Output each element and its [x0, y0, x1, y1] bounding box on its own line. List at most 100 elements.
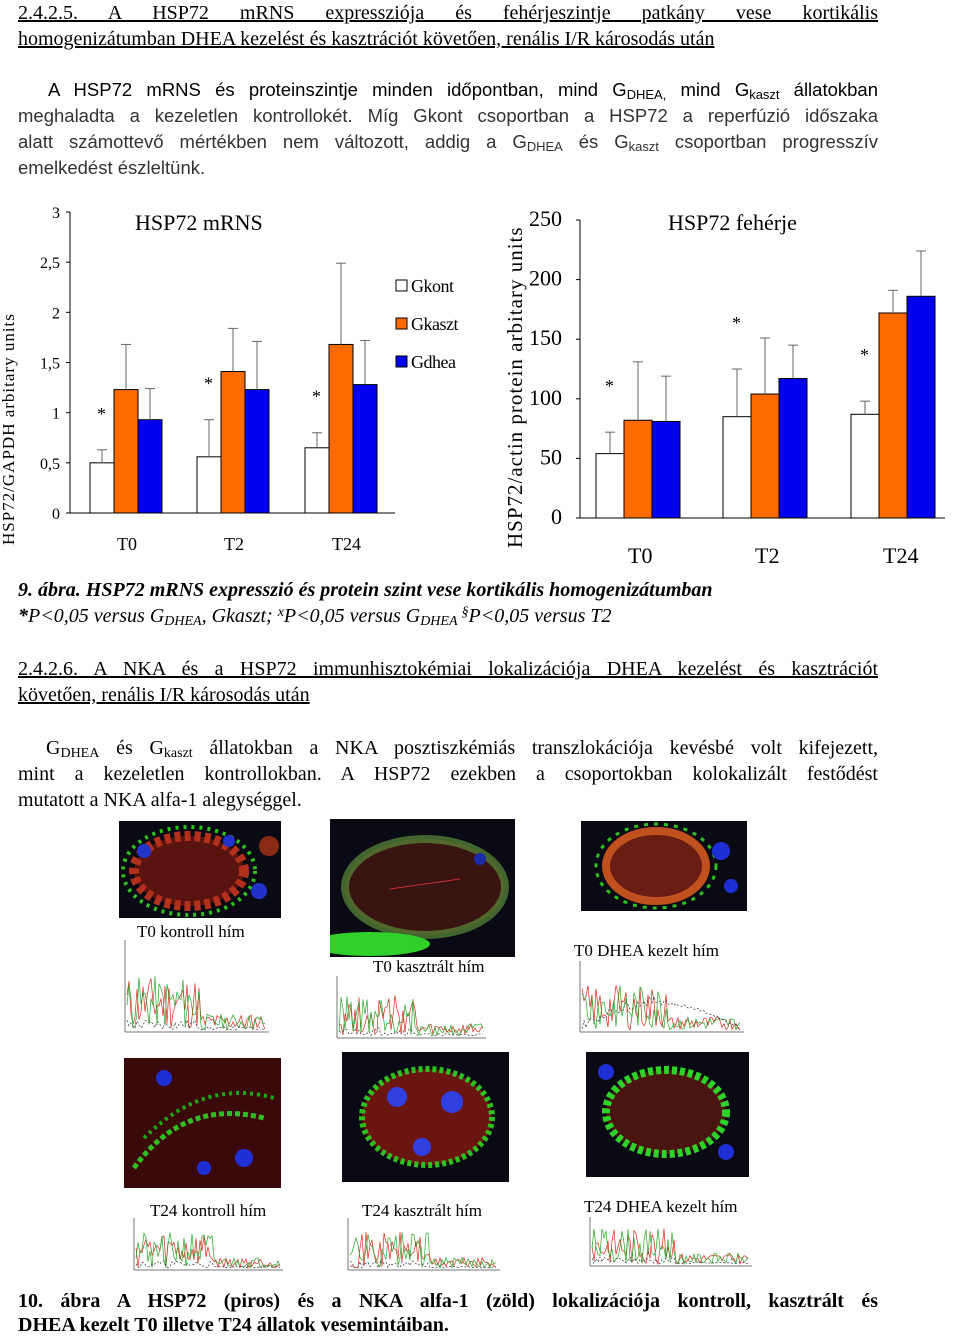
- chart-left-xtick-label: T24: [332, 534, 361, 554]
- chart-legend: Gkont Gkaszt Gdhea: [395, 276, 459, 372]
- intensity-plot-t0-dhea: T0 DHEA kezelt hím: [568, 941, 748, 1050]
- legend-label-gdhea: Gdhea: [411, 352, 456, 372]
- chart-right-ytick-label: 50: [540, 444, 562, 469]
- micrograph-t24-kasztralt-image: [359, 1066, 495, 1168]
- chart-right-bar-gkaszt-t24: [878, 312, 908, 519]
- label-t24-kontroll: T24 kontroll hím: [148, 1201, 269, 1221]
- chart-right-ylabel: HSP72/actin protein arbitary units: [503, 226, 527, 548]
- chart-right-xtick-label: T0: [628, 543, 652, 568]
- figure9-caption: 9. ábra. HSP72 mRNS expresszió és protei…: [18, 579, 713, 601]
- legend-label-gkaszt: Gkaszt: [411, 314, 458, 334]
- chart-left-bar-gkont-t2: [196, 456, 222, 514]
- chart-left-significance-marker: *: [97, 404, 106, 424]
- section-heading-2-4-2-5: 2.4.2.5. A HSP72 mRNS expressziója és fe…: [18, 2, 878, 24]
- chart-right-significance-marker: *: [605, 376, 614, 396]
- chart-left-significance-marker: *: [312, 387, 321, 407]
- label-t24-dhea: T24 DHEA kezelt hím: [582, 1197, 740, 1217]
- intensity-plot-t0-kasztralt: T0 kasztrált hím: [325, 957, 490, 1056]
- chart-left-xtick-label: T2: [224, 534, 244, 554]
- section-heading-2-4-2-6-cont: követően, renális I/R károsodás után: [18, 684, 310, 706]
- micrograph-t0-kontroll-image: [121, 825, 279, 917]
- section2-para-line2: mint a kezeletlen kontrollokban. A HSP72…: [18, 763, 878, 785]
- profile-trace: [338, 995, 484, 1036]
- intensity-plot-t0-kontroll: T0 kontroll hím: [113, 922, 273, 1050]
- label-t0-kontroll: T0 kontroll hím: [135, 922, 247, 942]
- chart-right-bar-gdhea-t0: [651, 420, 681, 519]
- chart-left-ylabel: HSP72/GAPDH arbitary units: [0, 313, 18, 545]
- chart-right-bar-gdhea-t2: [778, 378, 808, 519]
- chart-right-significance-marker: *: [732, 313, 741, 333]
- profile-trace: [126, 978, 266, 1030]
- chart-left-ytick-label: 1,5: [40, 356, 60, 373]
- chart-left-ytick-label: 0,5: [40, 456, 60, 473]
- chart-right-ytick-label: 0: [551, 504, 562, 529]
- profile-trace: [135, 1232, 281, 1269]
- chart-right-bar-gkaszt-t0: [623, 419, 653, 519]
- label-t0-dhea: T0 DHEA kezelt hím: [572, 941, 721, 961]
- chart-left-bar-gkaszt-t0: [113, 389, 139, 514]
- chart-left-bar-gdhea-t0: [137, 419, 163, 514]
- micrograph-t24-kontroll-image: [124, 1058, 281, 1188]
- micrograph-t0-dhea-image: [594, 822, 738, 910]
- label-t24-kasztralt: T24 kasztrált hím: [360, 1201, 484, 1221]
- chart-left-bar-gdhea-t2: [244, 389, 270, 514]
- micrograph-t24-kasztralt: [342, 1052, 509, 1182]
- micrograph-t24-kontroll: [124, 1058, 281, 1188]
- chart-right-xtick-label: T2: [755, 543, 779, 568]
- chart-left-significance-marker: *: [204, 374, 213, 394]
- chart-right-ytick-label: 150: [529, 325, 562, 350]
- micrograph-t0-kasztralt-image: [330, 835, 509, 956]
- legend-label-gkont: Gkont: [411, 276, 454, 296]
- profile-trace: [349, 1232, 497, 1269]
- profile-trace: [581, 995, 741, 1029]
- chart-right-ytick-label: 200: [529, 266, 562, 291]
- profile-trace: [591, 1228, 749, 1266]
- profile-trace: [126, 976, 266, 1030]
- profile-trace: [349, 1260, 497, 1270]
- profile-trace: [338, 1027, 484, 1037]
- figure10-caption: 10. ábra A HSP72 (piros) és a NKA alfa-1…: [18, 1290, 878, 1312]
- intensity-plot-t0-kasztralt-chart: [336, 976, 486, 1039]
- chart-hsp72-protein: HSP72 fehérje HSP72/actin protein arbita…: [503, 206, 945, 568]
- micrograph-t0-dhea: [581, 821, 747, 911]
- intensity-plot-t0-dhea-chart: [579, 960, 744, 1033]
- chart-right-bar-gdhea-t24: [906, 295, 936, 519]
- section-heading-2-4-2-6: 2.4.2.6. A NKA és a HSP72 immunhisztokém…: [18, 658, 878, 680]
- profile-trace: [126, 1019, 266, 1031]
- profile-trace: [581, 985, 741, 1031]
- profile-trace: [338, 996, 484, 1037]
- intensity-plot-t24-kasztralt: T24 kasztrált hím: [336, 1201, 504, 1288]
- legend-swatch-gdhea: [395, 355, 408, 368]
- section2-para-line3: mutatott a NKA alfa-1 alegységgel.: [18, 789, 302, 811]
- chart-left-ytick-label: 1: [52, 406, 60, 423]
- chart-left-xtick-label: T0: [117, 534, 137, 554]
- chart-right-title: HSP72 fehérje: [668, 210, 797, 235]
- chart-left-ytick-label: 0: [52, 506, 60, 523]
- profile-trace: [349, 1232, 497, 1270]
- label-t0-kasztralt: T0 kasztrált hím: [371, 957, 487, 977]
- figure9-charts: HSP72 mRNS HSP72/GAPDH arbitary units 0 0…: [0, 205, 945, 568]
- chart-left-ytick-label: 2: [52, 305, 60, 322]
- chart-left-bar-gkont-t0: [89, 462, 115, 514]
- intensity-plot-t24-kontroll-chart: [133, 1218, 283, 1271]
- figure9-significance-note: *P<0,05 versus GDHEA, Gkaszt; xP<0,05 ve…: [18, 605, 612, 629]
- chart-right-bar-gkont-t24: [850, 413, 880, 519]
- chart-right-ytick-label: 100: [529, 385, 562, 410]
- chart-right-significance-marker: *: [860, 345, 869, 365]
- chart-left-ytick-label: 3: [52, 205, 60, 222]
- micrograph-t24-dhea: [586, 1052, 749, 1177]
- intensity-plot-t24-kontroll: T24 kontroll hím: [122, 1201, 287, 1288]
- section1-para-line2: meghaladta a kezeletlen kontrollokét. Mí…: [18, 105, 878, 126]
- chart-left-bar-gkaszt-t2: [220, 371, 246, 514]
- chart-left-bar-gkont-t24: [304, 447, 330, 514]
- profile-trace: [581, 985, 741, 1032]
- chart-hsp72-mrns: HSP72 mRNS HSP72/GAPDH arbitary units 0 0…: [0, 205, 395, 554]
- intensity-plot-t24-kasztralt-chart: [347, 1218, 500, 1271]
- chart-left-ytick-label: 2,5: [40, 255, 60, 272]
- micrograph-t0-kasztralt: [330, 819, 515, 957]
- chart-left-bar-gdhea-t24: [352, 384, 378, 514]
- figure10-caption-cont: DHEA kezelt T0 illetve T24 állatok vesem…: [18, 1314, 449, 1336]
- section2-para-line1: GDHEA és Gkaszt állatokban a NKA posztis…: [46, 737, 879, 761]
- micrograph-t0-kontroll: [119, 821, 281, 918]
- chart-left-bar-gkaszt-t24: [328, 343, 354, 514]
